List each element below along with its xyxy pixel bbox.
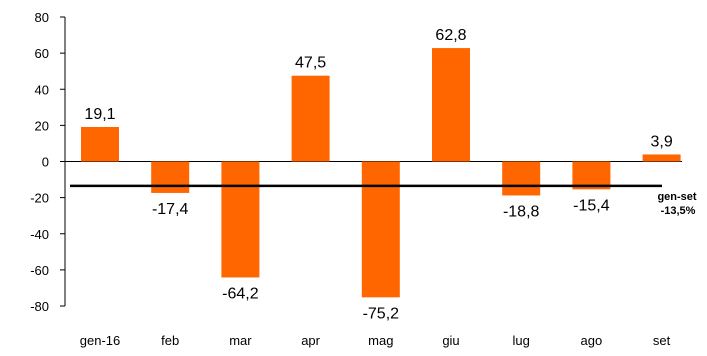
y-tick-label: -80 (30, 299, 49, 314)
y-tick-label: -60 (30, 263, 49, 278)
category-label: mag (368, 333, 393, 348)
bar (361, 161, 400, 298)
y-tick-label: -20 (30, 191, 49, 206)
y-tick-label: 40 (35, 82, 49, 97)
annotation-value: -13,5% (661, 205, 696, 217)
category-label: feb (161, 333, 179, 348)
bar (151, 161, 190, 193)
y-tick-label: -40 (30, 227, 49, 242)
data-labels: 19,1 -17,4 -64,2 47,5 -75,2 62,8 -18,8 -15,4 3,9 (84, 27, 672, 322)
bar (81, 127, 119, 162)
data-label: -15,4 (573, 197, 610, 214)
bar (432, 48, 470, 162)
data-label: 3,9 (650, 133, 672, 150)
data-label: 62,8 (435, 27, 466, 44)
bar (221, 161, 260, 278)
category-label: ago (581, 333, 603, 348)
bar (502, 161, 541, 196)
y-tick-label: 80 (35, 10, 49, 25)
data-label: 19,1 (84, 106, 115, 123)
annotation-period: gen-set (657, 191, 696, 203)
y-tick-label: 0 (42, 155, 49, 170)
category-label: set (653, 333, 671, 348)
category-label: gen-16 (80, 333, 120, 348)
data-label: -18,8 (503, 203, 540, 220)
category-label: lug (513, 333, 530, 348)
data-label: -17,4 (152, 201, 189, 218)
bars (81, 48, 681, 298)
category-label: mar (229, 333, 252, 348)
data-label: -64,2 (222, 285, 259, 302)
data-label: -75,2 (363, 305, 400, 322)
y-tick-label: 60 (35, 46, 49, 61)
y-tick-label: 20 (35, 118, 49, 133)
bar (291, 75, 330, 162)
bar (642, 154, 681, 162)
data-label: 47,5 (295, 55, 326, 72)
category-labels: gen-16 feb mar apr mag giu lug ago set (80, 333, 671, 348)
category-label: apr (301, 333, 320, 348)
category-label: giu (442, 333, 459, 348)
